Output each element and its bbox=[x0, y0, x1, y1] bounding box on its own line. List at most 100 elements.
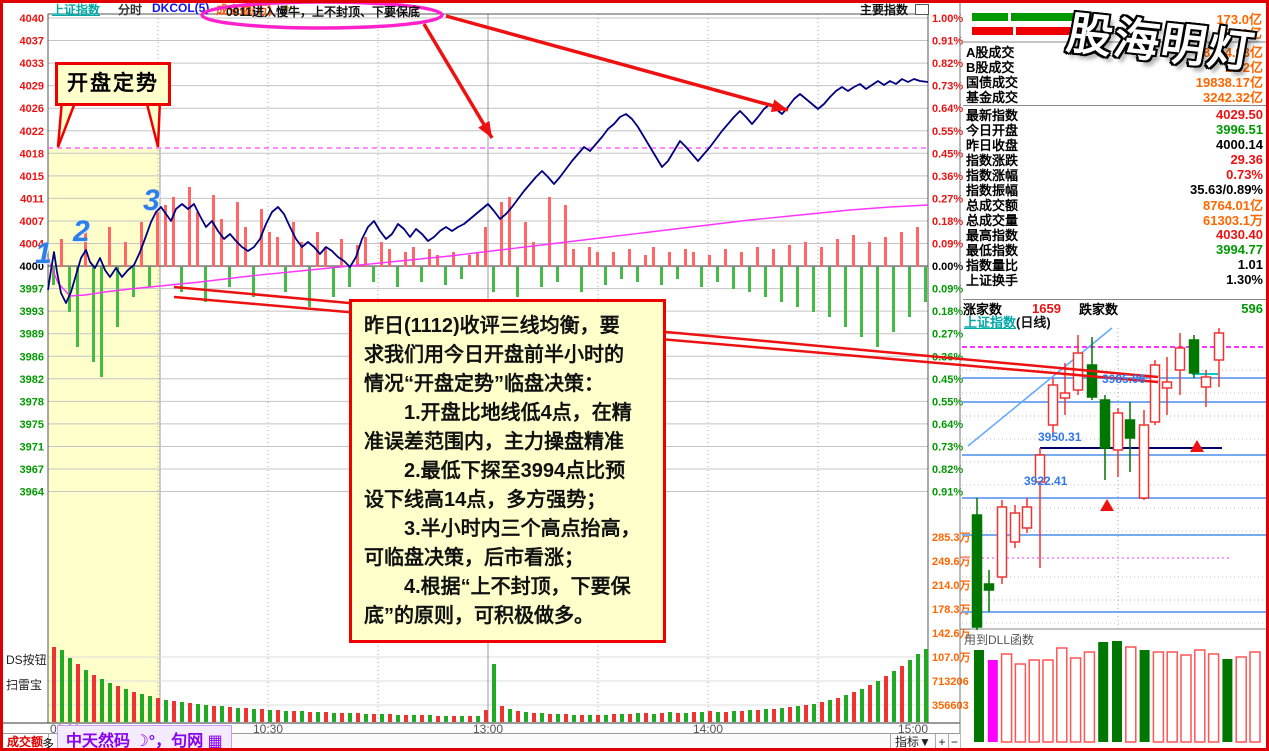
svg-text:0.36%: 0.36% bbox=[932, 171, 963, 183]
daily-candle-chart bbox=[962, 327, 1266, 742]
svg-text:4022: 4022 bbox=[20, 126, 44, 138]
svg-text:0.64%: 0.64% bbox=[932, 103, 963, 115]
banner-text: 0911进入慢牛，上不封顶、下要保底 bbox=[225, 5, 421, 19]
advancers-value: 1659 bbox=[1032, 300, 1061, 316]
advancers-label: 涨家数 bbox=[963, 301, 1003, 317]
indicator-label[interactable]: DKCOL(5) bbox=[152, 1, 210, 15]
table-row: 指数振幅 35.63/0.89% bbox=[966, 182, 1263, 198]
svg-text:0.55%: 0.55% bbox=[932, 126, 963, 138]
panel-toggle-icon[interactable] bbox=[915, 4, 929, 15]
svg-text:13:00: 13:00 bbox=[473, 722, 503, 736]
opening-pattern-callout: 开盘定势 bbox=[55, 62, 171, 106]
svg-text:3993: 3993 bbox=[20, 306, 44, 318]
svg-text:0.91%: 0.91% bbox=[932, 487, 963, 499]
support-level-1: 3985.06 bbox=[1102, 372, 1146, 386]
svg-text:249.6万: 249.6万 bbox=[932, 555, 971, 568]
support-level-2: 3950.31 bbox=[1038, 430, 1082, 444]
svg-text:0.73%: 0.73% bbox=[932, 441, 963, 453]
decliners-label: 跌家数 bbox=[1078, 301, 1118, 317]
advancers-decliners-row: 涨家数 1659 跌家数 596 bbox=[963, 299, 1266, 317]
svg-text:4011: 4011 bbox=[20, 193, 44, 205]
analysis-note-box: 昨日(1112)收评三线均衡，要 求我们用今日开盘前半小时的 情况“开盘定势”临盘决… bbox=[349, 299, 666, 643]
table-row: 最低指数 3994.77 bbox=[966, 242, 1263, 258]
main-index-button[interactable]: 主要指数 bbox=[860, 3, 909, 17]
table-row: A股成交 8754.93亿 bbox=[966, 45, 1263, 60]
svg-text:3997: 3997 bbox=[20, 284, 44, 296]
zoom-out-button[interactable]: − bbox=[948, 734, 960, 751]
svg-text:4007: 4007 bbox=[20, 216, 44, 228]
svg-text:0.18%: 0.18% bbox=[932, 216, 963, 228]
zoom-in-button[interactable]: + bbox=[935, 734, 948, 751]
svg-text:4037: 4037 bbox=[20, 36, 44, 48]
table-row: 昨日收盘 4000.14 bbox=[966, 137, 1263, 153]
svg-text:0.82%: 0.82% bbox=[932, 58, 963, 70]
svg-text:0.00%: 0.00% bbox=[932, 261, 963, 273]
svg-text:0.55%: 0.55% bbox=[932, 396, 963, 408]
buy-strength-bar2 bbox=[1011, 13, 1098, 21]
svg-text:0.09%: 0.09% bbox=[932, 284, 963, 296]
svg-text:3971: 3971 bbox=[20, 441, 44, 453]
svg-text:4026: 4026 bbox=[20, 103, 44, 115]
svg-text:4033: 4033 bbox=[20, 58, 44, 70]
ds-button[interactable]: DS按钮 bbox=[6, 653, 47, 667]
table-row: 今日开盘 3996.51 bbox=[966, 122, 1263, 138]
note-line: 3.半小时内三个高点抬高， bbox=[364, 518, 641, 540]
svg-text:4015: 4015 bbox=[20, 171, 44, 183]
svg-text:3978: 3978 bbox=[20, 396, 44, 408]
note-line: 昨日(1112)收评三线均衡，要 bbox=[364, 315, 620, 337]
svg-text:3982: 3982 bbox=[20, 374, 44, 386]
note-line: 2.最低下探至3994点比预 bbox=[364, 460, 626, 482]
index-name-link[interactable]: 上证指数 bbox=[52, 3, 101, 17]
table-separator bbox=[963, 105, 1266, 106]
note-line: 底”的原则，可积极做多。 bbox=[364, 605, 594, 627]
marker-2: 2 bbox=[73, 215, 90, 248]
tab-amount[interactable]: 成交额 bbox=[2, 734, 50, 751]
sell-amount-value: 155.0亿 bbox=[1216, 26, 1262, 41]
buy-amount-value: 173.0亿 bbox=[1216, 12, 1262, 27]
svg-text:0.27%: 0.27% bbox=[932, 329, 963, 341]
svg-text:3964: 3964 bbox=[20, 487, 45, 499]
intraday-chart: 4040 1.00% 4037 0.91% 4033 0.82% 4029 0.73% 4026… bbox=[20, 13, 971, 736]
mode-label: 多 bbox=[42, 737, 55, 751]
daily-index-link[interactable]: 上证指数 bbox=[964, 315, 1017, 330]
table-row: 最新指数 4029.50 bbox=[966, 107, 1263, 123]
sell-strength-bar2 bbox=[1016, 27, 1083, 35]
svg-text:0.09%: 0.09% bbox=[932, 239, 963, 251]
note-line: 4.根据“上不封顶，下要保 bbox=[364, 576, 631, 598]
svg-text:0.64%: 0.64% bbox=[932, 419, 963, 431]
svg-text:356603: 356603 bbox=[932, 700, 969, 712]
table-row: 最高指数 4030.40 bbox=[966, 227, 1263, 243]
svg-text:14:00: 14:00 bbox=[693, 722, 723, 736]
indicator-button[interactable]: 指标▼ bbox=[890, 734, 935, 751]
mine-sweeper-button[interactable]: 扫雷宝 bbox=[6, 678, 43, 692]
svg-text:1.00%: 1.00% bbox=[932, 13, 963, 25]
svg-text:4018: 4018 bbox=[20, 148, 44, 160]
svg-text:0.73%: 0.73% bbox=[932, 81, 963, 93]
note-line: 情况“开盘定势”临盘决策： bbox=[364, 373, 604, 395]
daily-volume-bars bbox=[974, 641, 1261, 743]
svg-text:178.3万: 178.3万 bbox=[932, 603, 971, 616]
svg-text:15:00: 15:00 bbox=[898, 722, 928, 736]
table-row: 指数量比 1.01 bbox=[966, 257, 1263, 273]
svg-text:285.3万: 285.3万 bbox=[932, 531, 971, 544]
svg-text:0.45%: 0.45% bbox=[932, 374, 963, 386]
table-row: 基金成交 3242.32亿 bbox=[966, 90, 1263, 105]
svg-text:4000: 4000 bbox=[20, 261, 44, 273]
svg-text:0.18%: 0.18% bbox=[932, 306, 963, 318]
quote-table: A股成交 8754.93亿 B股成交 1.02亿 国债成交 19838.17亿 基金成交 32… bbox=[963, 44, 1266, 288]
svg-text:3989: 3989 bbox=[20, 329, 44, 341]
svg-text:713206: 713206 bbox=[932, 676, 969, 688]
note-line: 设下线高14点，多方强势； bbox=[364, 489, 607, 511]
note-line: 准误差范围内，主力操盘精准 bbox=[364, 431, 624, 453]
support-level-3: 3922.41 bbox=[1024, 474, 1068, 488]
note-line: 1.开盘比地线低4点，在精 bbox=[364, 402, 632, 424]
period-label[interactable]: 分时 bbox=[118, 3, 143, 17]
svg-text:0.45%: 0.45% bbox=[932, 148, 963, 160]
daily-chart-title: 上证指数(日线) bbox=[964, 315, 1051, 330]
dll-function-label: 用到DLL函数 bbox=[964, 633, 1035, 647]
sell-strength-bar bbox=[972, 27, 1013, 35]
svg-text:10:30: 10:30 bbox=[253, 722, 283, 736]
table-row: 总成交额 8764.01亿 bbox=[966, 198, 1263, 213]
